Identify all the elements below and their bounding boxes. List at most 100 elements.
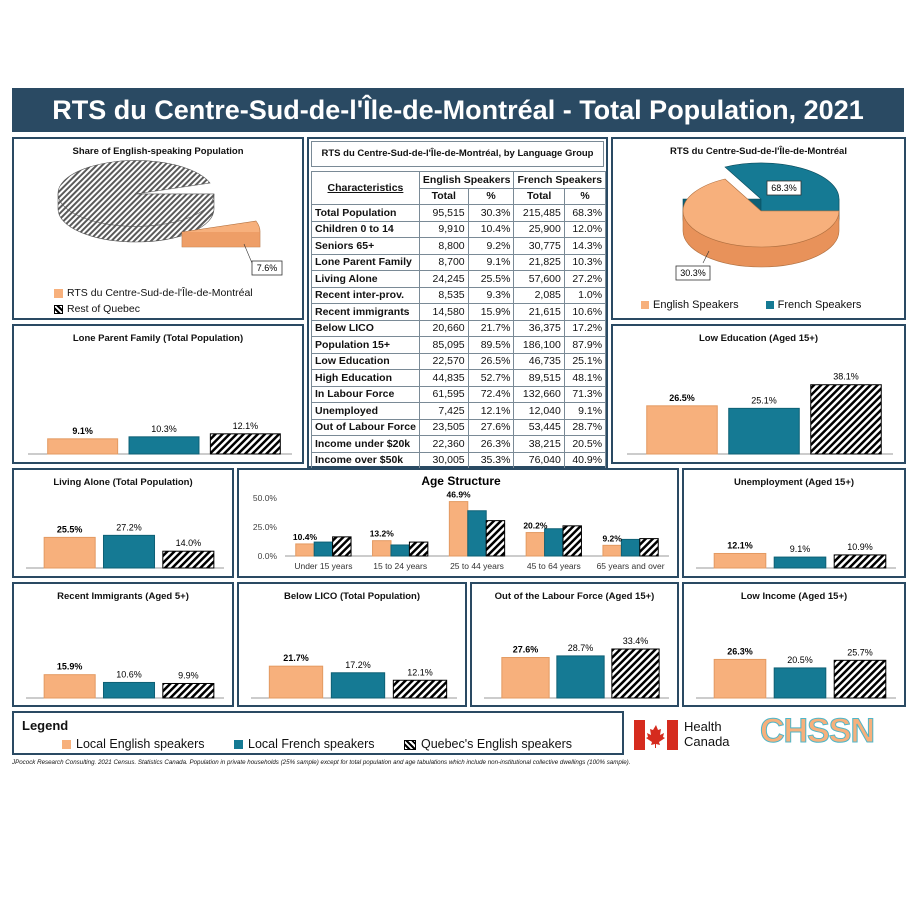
lang-pie-label-french: 68.3%	[771, 183, 797, 193]
row-value: 30.3%	[467, 204, 515, 222]
legend-title: Legend	[22, 718, 69, 733]
bar-2	[162, 550, 215, 569]
table-row: Recent immigrants 14,580 15.9% 21,615 10.6%	[311, 303, 607, 321]
row-label: Seniors 65+	[311, 237, 420, 255]
age-bar	[372, 540, 392, 557]
row-value: 2,085	[513, 286, 565, 304]
legend-english-swatch	[62, 740, 71, 750]
bar-2	[611, 648, 660, 699]
row-value: 186,100	[513, 336, 565, 354]
table-title: RTS du Centre-Sud-de-l'Île-de-Montréal, …	[311, 141, 604, 167]
row-label: Total Population	[311, 204, 420, 222]
row-value: 30,775	[513, 237, 565, 255]
table-row: High Education 44,835 52.7% 89,515 48.1%	[311, 369, 607, 387]
below-lico-title: Below LICO (Total Population)	[284, 591, 420, 602]
age-bar-label: 10.4%	[293, 532, 318, 542]
bar-label-1: 10.6%	[116, 669, 142, 679]
row-value: 25.1%	[563, 352, 607, 370]
share-legend-rts: RTS du Centre-Sud-de-l'Île-de-Montréal	[54, 287, 253, 299]
row-label: In Labour Force	[311, 385, 420, 403]
row-value: 24,245	[418, 270, 469, 288]
low-education-panel: Low Education (Aged 15+) 26.5% 25.1% 38.1%	[611, 324, 906, 464]
lone-parent-panel: Lone Parent Family (Total Population) 9.…	[12, 324, 304, 464]
bar-1	[556, 655, 605, 699]
unemployment-chart: 12.1% 9.1% 10.9%	[696, 540, 896, 569]
row-value: 14.3%	[563, 237, 607, 255]
out-labour-chart: 27.6% 28.7% 33.4%	[484, 636, 669, 699]
recent-immigrants-panel: Recent Immigrants (Aged 5+) 15.9% 10.6% 9.…	[12, 582, 234, 707]
row-value: 22,570	[418, 352, 469, 370]
bar-label-1: 25.1%	[751, 395, 777, 405]
row-value: 12,040	[513, 402, 565, 420]
row-label: Below LICO	[311, 319, 420, 337]
recent-immigrants-title: Recent Immigrants (Aged 5+)	[57, 591, 189, 602]
row-label: High Education	[311, 369, 420, 387]
share-panel: Share of English-speaking Population 7.6…	[12, 137, 304, 320]
row-value: 87.9%	[563, 336, 607, 354]
row-value: 9.3%	[467, 286, 515, 304]
row-value: 35.3%	[467, 451, 515, 469]
row-value: 17.2%	[563, 319, 607, 337]
row-value: 52.7%	[467, 369, 515, 387]
bar-2	[833, 554, 887, 569]
row-value: 72.4%	[467, 385, 515, 403]
pie-rest-slice	[57, 160, 215, 227]
bar-label-1: 28.7%	[568, 643, 594, 653]
low-income-chart: 26.3% 20.5% 25.7%	[696, 646, 896, 699]
age-bar	[467, 510, 487, 557]
footnote: JPocock Research Consulting. 2021 Census…	[12, 759, 631, 766]
share-panel-title: Share of English-speaking Population	[72, 146, 244, 157]
health-canada-logo: Health Canada	[634, 718, 744, 752]
age-structure-chart: Age Structure 50.0% 25.0% 0.0% 10.4% Under 15…	[253, 474, 669, 571]
table-row: Income under $20k 22,360 26.3% 38,215 20.5%	[311, 435, 607, 453]
row-value: 71.3%	[563, 385, 607, 403]
row-value: 132,660	[513, 385, 565, 403]
out-labour-panel: Out of the Labour Force (Aged 15+) 27.6%…	[470, 582, 679, 707]
table-row: In Labour Force 61,595 72.4% 132,660 71.3%	[311, 385, 607, 403]
low-income-panel: Low Income (Aged 15+) 26.3% 20.5% 25.7%	[682, 582, 906, 707]
age-bar	[313, 541, 334, 557]
row-value: 9.1%	[563, 402, 607, 420]
row-value: 8,800	[418, 237, 469, 255]
bar-label-0: 25.5%	[57, 524, 83, 534]
bar-label-2: 25.7%	[847, 647, 873, 657]
table-row: Lone Parent Family 8,700 9.1% 21,825 10.3%	[311, 253, 607, 271]
legend-panel: Legend Local English speakers Local Fren…	[12, 711, 624, 755]
pie-english-slice	[682, 178, 840, 248]
bar-label-0: 12.1%	[727, 540, 753, 550]
language-table: Characteristics English Speakers French …	[311, 171, 607, 469]
row-value: 44,835	[418, 369, 469, 387]
row-label: Income over $50k	[311, 451, 420, 469]
age-bar-label: 9.2%	[602, 533, 622, 543]
row-value: 14,580	[418, 303, 469, 321]
row-value: 76,040	[513, 451, 565, 469]
row-value: 68.3%	[563, 204, 607, 222]
row-value: 30,005	[418, 451, 469, 469]
bar-label-1: 27.2%	[116, 522, 142, 532]
canada-flag-icon	[634, 720, 678, 750]
age-bar-label: 13.2%	[370, 529, 395, 539]
table-row: Recent inter-prov. 8,535 9.3% 2,085 1.0%	[311, 286, 607, 304]
table-panel: RTS du Centre-Sud-de-l'Île-de-Montréal, …	[307, 137, 608, 469]
lang-legend: English Speakers French Speakers	[641, 299, 861, 311]
row-value: 12.1%	[467, 402, 515, 420]
bar-label-2: 12.1%	[233, 421, 259, 431]
age-bar-label: 46.9%	[447, 490, 472, 500]
row-value: 85,095	[418, 336, 469, 354]
table-row: Income over $50k 30,005 35.3% 76,040 40.9%	[311, 451, 607, 469]
row-value: 89.5%	[467, 336, 515, 354]
bar-0	[43, 674, 96, 699]
age-structure-panel: Age Structure 50.0% 25.0% 0.0% 10.4% Under 15…	[237, 468, 679, 578]
row-value: 1.0%	[563, 286, 607, 304]
share-pie-chart: 7.6%	[57, 160, 283, 276]
bar-2	[392, 679, 448, 699]
share-legend-rest: Rest of Quebec	[54, 303, 140, 315]
table-row: Unemployed 7,425 12.1% 12,040 9.1%	[311, 402, 607, 420]
table-row: Below LICO 20,660 21.7% 36,375 17.2%	[311, 319, 607, 337]
table-row: Seniors 65+ 8,800 9.2% 30,775 14.3%	[311, 237, 607, 255]
row-value: 26.3%	[467, 435, 515, 453]
bar-0	[646, 405, 718, 455]
english-swatch	[54, 288, 63, 298]
age-bar	[390, 544, 410, 557]
recent-immigrants-chart: 15.9% 10.6% 9.9%	[26, 662, 224, 699]
